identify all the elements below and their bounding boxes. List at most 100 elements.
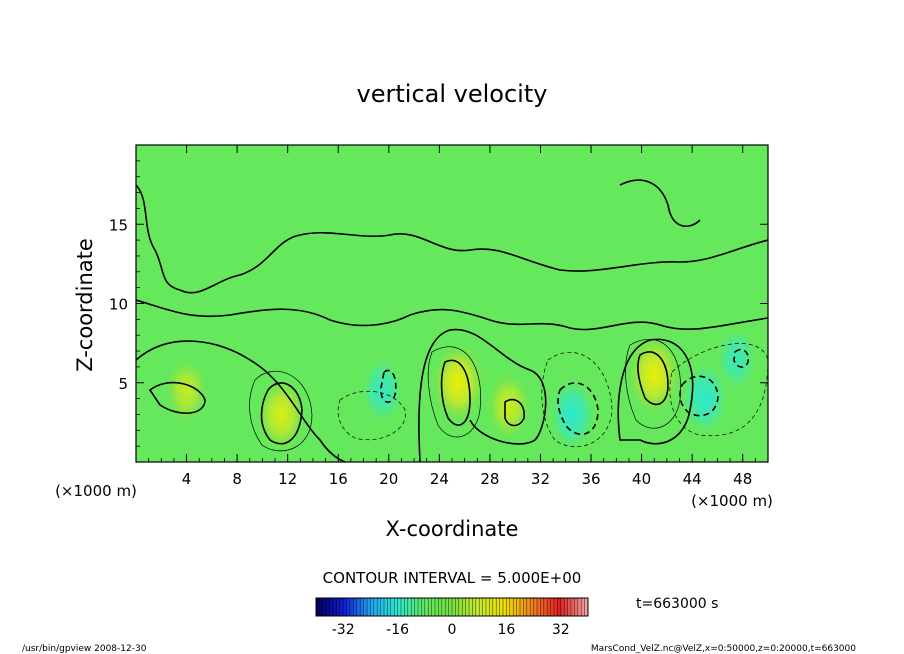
colorbar-segment xyxy=(458,598,463,616)
field-cell xyxy=(547,377,597,452)
colorbar-segment xyxy=(387,598,392,616)
colorbar-segment xyxy=(404,598,409,616)
colorbar-segment xyxy=(353,598,358,616)
colorbar-segment xyxy=(373,598,378,616)
colorbar-segment xyxy=(445,598,450,616)
x-axis-label: X-coordinate xyxy=(386,517,519,541)
colorbar-segment xyxy=(577,598,582,616)
x-tick-label: 40 xyxy=(632,470,651,488)
colorbar-segment xyxy=(435,598,439,616)
colorbar-segment xyxy=(557,598,562,616)
contour-lines xyxy=(136,179,768,462)
colorbar-segment xyxy=(560,598,565,616)
colorbar-segment xyxy=(421,598,426,616)
x-tick-label: 36 xyxy=(581,470,600,488)
colorbar-segment xyxy=(571,598,575,616)
colorbar-segment xyxy=(547,598,552,616)
plot-area xyxy=(135,144,769,463)
colorbar-segment xyxy=(503,598,507,616)
thin-contours xyxy=(249,339,768,452)
colorbar-segment xyxy=(441,598,446,616)
colorbar-segment xyxy=(543,598,548,616)
x-tick-label: 4 xyxy=(182,470,192,488)
colorbar-segment xyxy=(533,598,538,616)
colorbar-segment xyxy=(329,598,334,616)
colorbar-segment xyxy=(336,598,341,616)
colorbar-tick-label: -32 xyxy=(332,622,355,638)
x-tick-label: 48 xyxy=(733,470,752,488)
colorbar-segment xyxy=(492,598,497,616)
x-tick-label: 8 xyxy=(232,470,242,488)
colorbar-frame xyxy=(315,597,589,617)
colorbar-segment xyxy=(455,598,460,616)
colorbar-segment xyxy=(523,598,528,616)
colorbar-segment xyxy=(472,598,477,616)
y-tick-label: 10 xyxy=(109,296,128,314)
colorbar-segment xyxy=(581,598,586,616)
y-tick-label: 15 xyxy=(109,216,128,234)
colorbar-segment xyxy=(584,598,589,616)
x-tick-label: 28 xyxy=(480,470,499,488)
colorbar-segment xyxy=(424,598,429,616)
colorbar-segment xyxy=(537,598,541,616)
colorbar-segment xyxy=(333,598,337,616)
colorbar-segment xyxy=(360,598,365,616)
colorbar-tick-label: 0 xyxy=(448,622,457,638)
colorbar-segment xyxy=(346,598,351,616)
x-axis: 4 8 12 16 20 24 28 32 36 40 44 48 xyxy=(148,145,769,488)
colorbar-segment xyxy=(509,598,514,616)
colorbar-segment xyxy=(316,598,320,616)
y-axis: 5 10 15 xyxy=(109,160,768,447)
colorbar-segment xyxy=(431,598,436,616)
colorbar-segment xyxy=(516,598,521,616)
footer-right: MarsCond_VelZ.nc@VelZ,x=0:50000,z=0:2000… xyxy=(591,644,856,654)
x-tick-label: 12 xyxy=(278,470,297,488)
colorbar-segment xyxy=(322,598,327,616)
colorbar-segment xyxy=(530,598,535,616)
x-unit-right: (×1000 m) xyxy=(691,492,773,510)
field-cell xyxy=(486,372,531,441)
colorbar-segment xyxy=(363,598,368,616)
colorbar-segment xyxy=(486,598,490,616)
chart-title: vertical velocity xyxy=(357,80,548,108)
colorbar-segment xyxy=(465,598,470,616)
colorbar-segment xyxy=(475,598,480,616)
y-axis-label: Z-coordinate xyxy=(73,238,97,372)
colorbar-segment xyxy=(367,598,371,616)
x-tick-label: 32 xyxy=(531,470,550,488)
field-cell xyxy=(627,334,682,416)
colorbar-tick-label: 16 xyxy=(497,622,515,638)
colorbar-segment xyxy=(401,598,405,616)
colorbar-segment xyxy=(550,598,555,616)
colorbar-segment xyxy=(506,598,511,616)
colorbar-segment xyxy=(390,598,395,616)
colorbar-segment xyxy=(356,598,361,616)
x-tick-label: 16 xyxy=(329,470,348,488)
x-unit-left: (×1000 m) xyxy=(55,482,137,500)
field-cell xyxy=(256,377,306,452)
colorbar-segment xyxy=(526,598,531,616)
colorbar-segment xyxy=(520,598,524,616)
colorbar-segment xyxy=(479,598,484,616)
colorbar-segment xyxy=(496,598,501,616)
colorbar-segment xyxy=(567,598,572,616)
colorbar-segment xyxy=(564,598,569,616)
field-cell xyxy=(165,358,208,424)
field-cell xyxy=(360,356,405,425)
colorbar-segment xyxy=(482,598,487,616)
colorbar-segment xyxy=(350,598,354,616)
colorbar-tick-label: 32 xyxy=(552,622,570,638)
colorbar-segment xyxy=(462,598,467,616)
colorbar-segment xyxy=(319,598,324,616)
colorbar-segment xyxy=(540,598,545,616)
colorbar-segment xyxy=(407,598,412,616)
colorbar-tick-label: -16 xyxy=(386,622,409,638)
colorbar-segment xyxy=(380,598,385,616)
contour-interval-label: CONTOUR INTERVAL = 5.000E+00 xyxy=(323,569,582,587)
time-label: t=663000 s xyxy=(636,596,718,612)
colorbar-segment xyxy=(377,598,382,616)
colorbar-segment xyxy=(438,598,443,616)
colorbar-segment xyxy=(370,598,375,616)
colorbar-segment xyxy=(489,598,494,616)
